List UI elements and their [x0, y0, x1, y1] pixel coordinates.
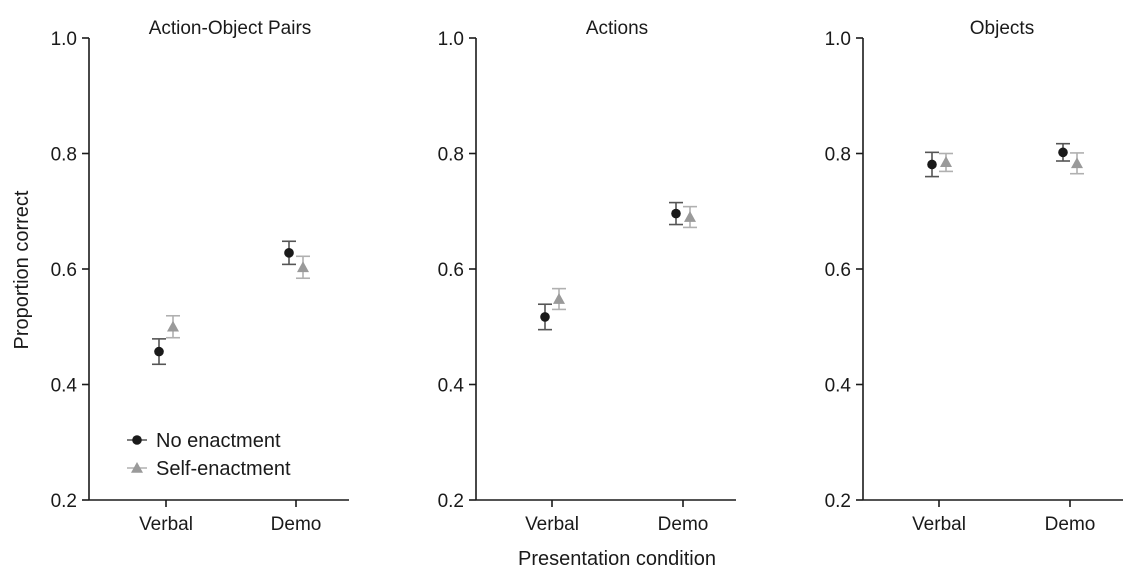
data-point-circle: [540, 312, 550, 322]
y-tick-label: 0.6: [825, 260, 851, 281]
data-point-triangle: [553, 293, 565, 304]
y-tick-label: 1.0: [438, 29, 464, 50]
y-tick-label: 0.6: [51, 260, 77, 281]
series-self-enactment: [939, 152, 1084, 175]
chart-panels: Action-Object Pairs 0.2 0.4 0.6 0.8 1.0 Verbal…: [51, 18, 1123, 535]
y-tick-label: 0.2: [438, 491, 464, 512]
data-point-circle: [1058, 147, 1068, 158]
y-tick-label: 0.8: [51, 145, 77, 166]
y-tick-label: 0.6: [438, 260, 464, 281]
data-point-triangle: [684, 211, 696, 222]
x-tick-label: Demo: [1045, 514, 1096, 535]
chart-panel-1: Action-Object Pairs 0.2 0.4 0.6 0.8 1.0 Verbal…: [51, 18, 349, 535]
series-no-enactment: [925, 142, 1070, 178]
x-tick-label: Demo: [271, 514, 322, 535]
legend-marker-circle: [132, 435, 142, 445]
x-tick-label: Verbal: [912, 514, 966, 535]
data-point-triangle: [167, 320, 179, 332]
y-tick-label: 0.4: [825, 376, 852, 397]
y-axis-title: Proportion correct: [11, 190, 33, 349]
data-point-circle: [154, 346, 164, 357]
x-tick-label: Verbal: [139, 514, 193, 535]
data-point-circle: [671, 208, 681, 219]
panel-title: Action-Object Pairs: [149, 18, 312, 39]
data-point-triangle: [940, 156, 952, 167]
y-tick-label: 0.4: [51, 376, 78, 397]
y-tick-label: 0.8: [825, 145, 851, 166]
legend: No enactment Self-enactment: [127, 430, 291, 480]
y-tick-label: 0.2: [51, 491, 77, 512]
x-tick-label: Demo: [658, 514, 709, 535]
chart-panel-3: Objects 0.2 0.4 0.6 0.8 1.0 Verbal Demo: [825, 18, 1123, 535]
series-no-enactment: [152, 240, 296, 366]
y-tick-label: 1.0: [51, 29, 77, 50]
y-tick-label: 0.8: [438, 145, 464, 166]
y-tick-label: 0.2: [825, 491, 851, 512]
legend-marker-triangle: [131, 462, 143, 473]
data-point-triangle: [1071, 157, 1083, 169]
data-point-circle: [927, 159, 937, 170]
series-self-enactment: [552, 205, 697, 311]
legend-label: No enactment: [156, 430, 281, 452]
data-point-circle: [284, 248, 294, 258]
x-axis-title: Presentation condition: [518, 548, 716, 568]
y-tick-label: 0.4: [438, 376, 465, 397]
y-tick-label: 1.0: [825, 29, 851, 50]
x-tick-label: Verbal: [525, 514, 579, 535]
chart-panel-2: Actions 0.2 0.4 0.6 0.8 1.0 Verbal Demo: [438, 18, 736, 535]
panel-title: Objects: [970, 18, 1034, 39]
panel-title: Actions: [586, 18, 648, 39]
series-no-enactment: [538, 201, 683, 331]
series-self-enactment: [166, 255, 310, 339]
data-point-triangle: [297, 261, 309, 273]
legend-label: Self-enactment: [156, 458, 291, 480]
